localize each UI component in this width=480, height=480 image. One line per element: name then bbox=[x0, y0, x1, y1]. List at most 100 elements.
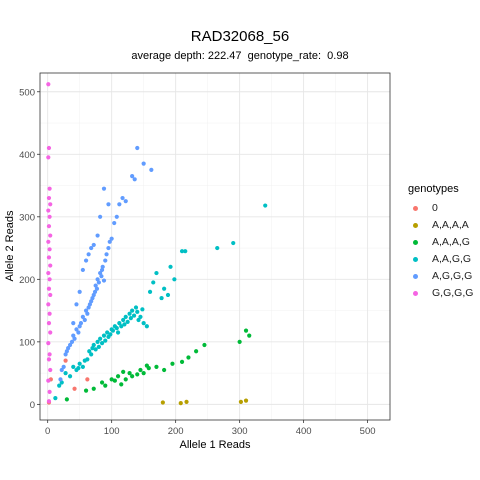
point-0-3 bbox=[85, 377, 90, 382]
point-aagg-32 bbox=[119, 324, 124, 329]
point-aagg-44 bbox=[138, 314, 143, 319]
point-aagg-9 bbox=[80, 364, 85, 369]
point-aaag-14 bbox=[138, 367, 143, 373]
point-gggg-24 bbox=[46, 195, 52, 201]
point-aggg-13 bbox=[78, 320, 84, 326]
point-gggg-20 bbox=[46, 224, 52, 229]
point-aagg-3 bbox=[63, 371, 68, 376]
point-aggg-35 bbox=[106, 245, 111, 251]
subtitle-depth-value: 222.47 bbox=[207, 50, 242, 62]
point-aggg-44 bbox=[132, 177, 137, 182]
point-aggg-25 bbox=[94, 286, 100, 291]
point-aggg-31 bbox=[100, 264, 105, 269]
point-aagg-42 bbox=[135, 309, 140, 314]
point-gggg-25 bbox=[47, 186, 52, 191]
legend: genotypes 0 A,A,A,A A,A,A,G A,A,G,G A,G,G,G G… bbox=[408, 183, 473, 301]
point-aagg-56 bbox=[179, 249, 185, 254]
point-aagg-51 bbox=[159, 295, 164, 301]
x-tick-label-2: 200 bbox=[168, 426, 184, 437]
point-aggg-46 bbox=[141, 161, 146, 166]
point-aaag-11 bbox=[127, 371, 132, 376]
point-aagg-0 bbox=[53, 396, 58, 401]
point-aaag-0 bbox=[64, 397, 69, 402]
point-aagg-1 bbox=[57, 383, 62, 388]
chart-title: RAD32068_56 bbox=[190, 28, 290, 45]
point-aggg-5 bbox=[66, 345, 71, 351]
point-aagg-13 bbox=[89, 352, 94, 357]
point-aagg-60 bbox=[263, 203, 268, 208]
point-aggg-33 bbox=[103, 258, 108, 263]
point-aaaa-2 bbox=[184, 399, 189, 404]
x-tick-label-4: 400 bbox=[296, 426, 312, 437]
point-aagg-52 bbox=[162, 286, 167, 291]
x-tick-label-5: 500 bbox=[360, 426, 376, 437]
point-aagg-41 bbox=[133, 305, 139, 310]
point-aagg-40 bbox=[131, 313, 137, 318]
point-aagg-29 bbox=[114, 325, 119, 331]
point-0-2 bbox=[72, 386, 77, 391]
point-aagg-8 bbox=[77, 361, 82, 366]
point-gggg-3 bbox=[48, 367, 53, 373]
point-gggg-2 bbox=[46, 378, 51, 383]
point-gggg-26 bbox=[46, 155, 51, 160]
point-gggg-14 bbox=[46, 270, 51, 276]
point-aaag-10 bbox=[123, 377, 128, 382]
point-aggg-0 bbox=[58, 377, 63, 382]
legend-key-2 bbox=[408, 235, 422, 249]
legend-item-3: A,A,G,G bbox=[408, 250, 473, 267]
point-gggg-12 bbox=[46, 286, 52, 291]
point-aaag-5 bbox=[109, 377, 114, 382]
data-points bbox=[46, 82, 268, 406]
legend-label-3: A,A,G,G bbox=[432, 252, 472, 265]
legend-item-5: G,G,G,G bbox=[408, 284, 473, 301]
point-aagg-53 bbox=[165, 292, 171, 298]
point-gggg-19 bbox=[48, 233, 53, 238]
point-aggg-15 bbox=[82, 317, 87, 323]
point-gggg-27 bbox=[46, 145, 52, 151]
x-tick-label-3: 300 bbox=[232, 426, 248, 437]
point-aagg-15 bbox=[91, 342, 96, 348]
point-aagg-54 bbox=[168, 264, 173, 269]
point-aggg-36 bbox=[107, 239, 112, 244]
legend-dot-0 bbox=[413, 205, 418, 211]
point-aaag-2 bbox=[91, 386, 96, 391]
point-aaag-26 bbox=[243, 328, 249, 333]
point-aggg-49 bbox=[83, 258, 89, 263]
point-aagg-46 bbox=[141, 320, 146, 326]
point-aggg-27 bbox=[96, 280, 101, 285]
point-aggg-54 bbox=[98, 214, 103, 219]
point-aggg-57 bbox=[77, 289, 82, 294]
point-aagg-27 bbox=[110, 328, 116, 333]
point-aggg-6 bbox=[67, 342, 73, 348]
point-aagg-25 bbox=[108, 332, 113, 337]
plot-border bbox=[39, 72, 391, 421]
point-aagg-34 bbox=[122, 322, 127, 327]
point-aggg-23 bbox=[92, 289, 98, 294]
point-aagg-39 bbox=[130, 308, 135, 313]
point-gggg-7 bbox=[48, 330, 53, 335]
point-gggg-17 bbox=[47, 247, 52, 252]
point-aagg-35 bbox=[123, 314, 128, 319]
point-aggg-9 bbox=[72, 336, 77, 341]
point-aagg-36 bbox=[125, 319, 130, 324]
point-aggg-52 bbox=[91, 242, 96, 248]
legend-key-1 bbox=[408, 218, 422, 232]
point-aggg-55 bbox=[101, 186, 107, 191]
legend-dot-1 bbox=[413, 222, 418, 228]
legend-label-5: G,G,G,G bbox=[432, 286, 474, 299]
legend-key-0 bbox=[408, 201, 422, 215]
point-aaag-18 bbox=[154, 364, 159, 369]
point-aggg-10 bbox=[74, 327, 79, 332]
point-aggg-11 bbox=[76, 330, 81, 335]
y-axis: 0 100 200 300 400 500 bbox=[19, 87, 40, 411]
point-aagg-59 bbox=[231, 240, 236, 246]
point-aaag-12 bbox=[130, 374, 135, 379]
point-0-4 bbox=[63, 358, 68, 363]
point-gggg-1 bbox=[47, 389, 52, 394]
x-axis: 0 100 200 300 400 500 bbox=[45, 420, 376, 437]
point-aaag-6 bbox=[112, 378, 117, 383]
point-aagg-50 bbox=[154, 270, 159, 276]
point-aaag-4 bbox=[103, 383, 108, 388]
point-gggg-8 bbox=[46, 320, 52, 326]
point-aaag-3 bbox=[99, 380, 105, 385]
